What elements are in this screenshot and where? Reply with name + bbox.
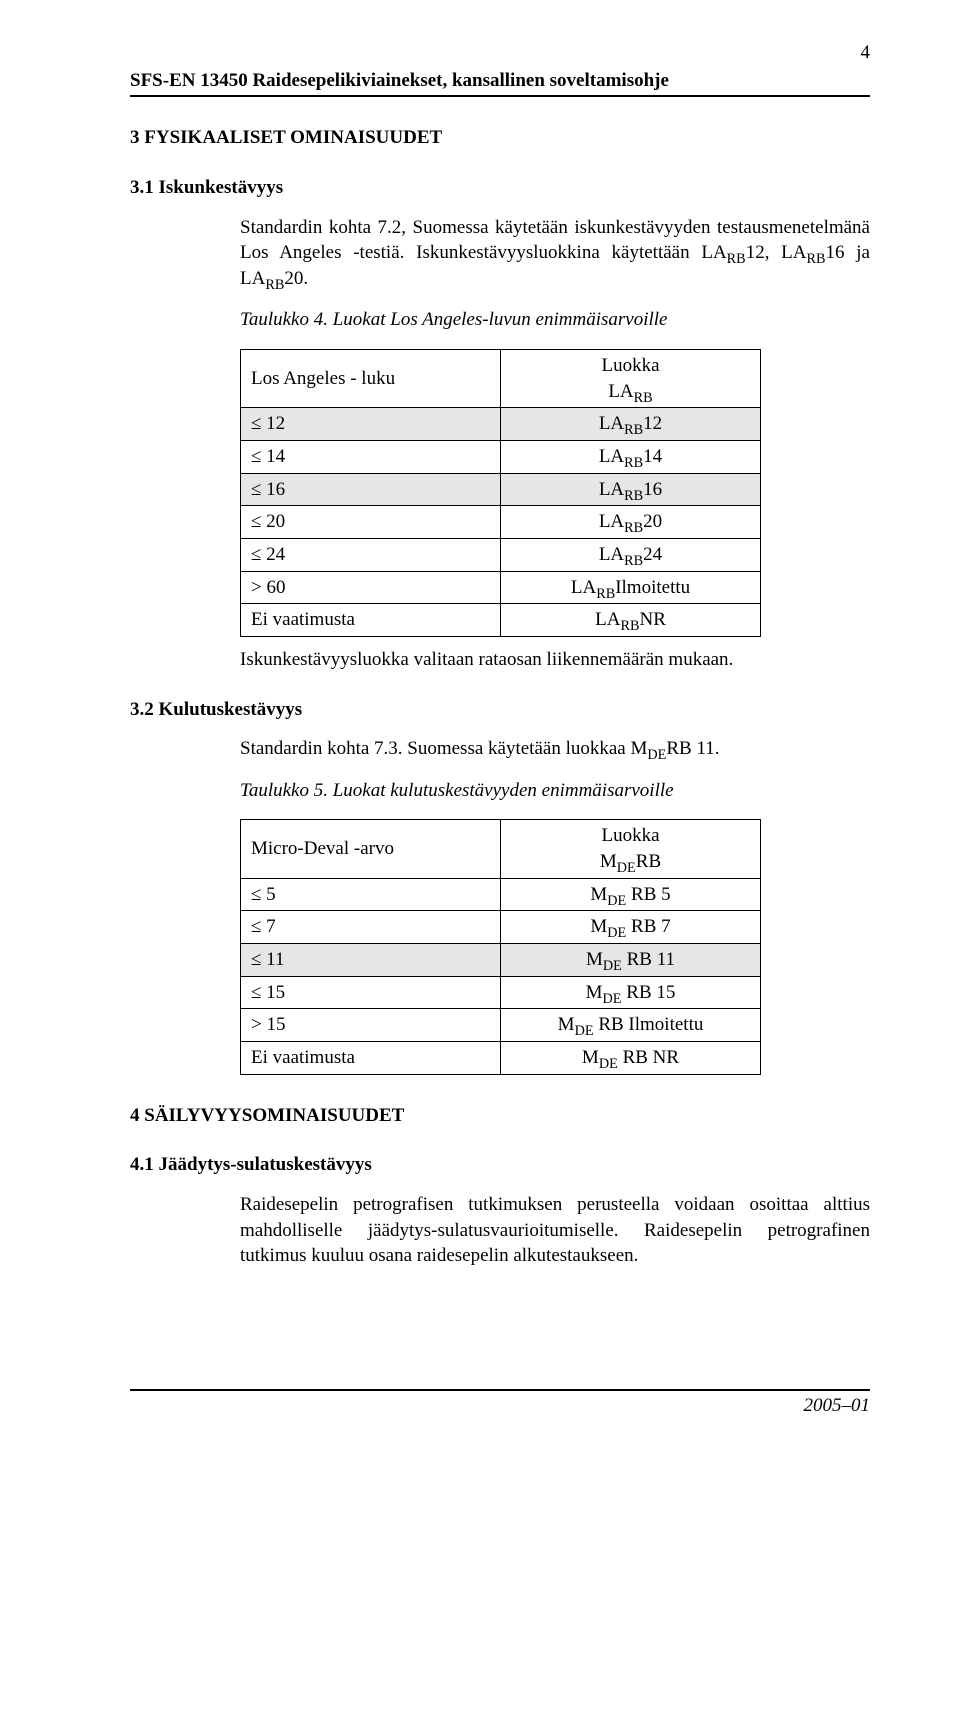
table-header-cell: Micro-Deval -arvo bbox=[241, 820, 501, 878]
table-4-caption: Taulukko 4. Luokat Los Angeles-luvun eni… bbox=[240, 307, 870, 333]
table-cell: LARB12 bbox=[501, 408, 761, 441]
table-header-row: Micro-Deval -arvoLuokkaMDERB bbox=[241, 820, 761, 878]
table-row: ≤ 7MDE RB 7 bbox=[241, 911, 761, 944]
table-cell: ≤ 11 bbox=[241, 944, 501, 977]
table-row: Ei vaatimustaMDE RB NR bbox=[241, 1041, 761, 1074]
table-cell: ≤ 5 bbox=[241, 878, 501, 911]
table-cell: Ei vaatimusta bbox=[241, 604, 501, 637]
table-row: ≤ 11MDE RB 11 bbox=[241, 944, 761, 977]
section-3-2-body: Standardin kohta 7.3. Suomessa käytetään… bbox=[240, 736, 870, 1074]
table-header-row: Los Angeles - lukuLuokkaLARB bbox=[241, 350, 761, 408]
table-cell: LARBIlmoitettu bbox=[501, 571, 761, 604]
table-cell: LARB16 bbox=[501, 473, 761, 506]
table-cell: LARB20 bbox=[501, 506, 761, 539]
section-3-title: 3 FYSIKAALISET OMINAISUUDET bbox=[130, 125, 870, 151]
table-row: ≤ 16LARB16 bbox=[241, 473, 761, 506]
table-cell: ≤ 24 bbox=[241, 538, 501, 571]
section-4-title: 4 SÄILYVYYSOMINAISUUDET bbox=[130, 1103, 870, 1129]
page: 4 SFS-EN 13450 Raidesepelikiviainekset, … bbox=[0, 0, 960, 1458]
table-cell: > 60 bbox=[241, 571, 501, 604]
table-row: ≤ 20LARB20 bbox=[241, 506, 761, 539]
table-cell: ≤ 14 bbox=[241, 441, 501, 474]
section-3-1-body: Standardin kohta 7.2, Suomessa käytetään… bbox=[240, 215, 870, 673]
running-header: SFS-EN 13450 Raidesepelikiviainekset, ka… bbox=[130, 68, 870, 98]
table-cell: ≤ 20 bbox=[241, 506, 501, 539]
section-4-1-p1: Raidesepelin petrografisen tutkimuksen p… bbox=[240, 1192, 870, 1269]
table-header-cell: LuokkaMDERB bbox=[501, 820, 761, 878]
table-cell: ≤ 16 bbox=[241, 473, 501, 506]
table-header-cell: LuokkaLARB bbox=[501, 350, 761, 408]
table-row: Ei vaatimustaLARBNR bbox=[241, 604, 761, 637]
section-4-1-body: Raidesepelin petrografisen tutkimuksen p… bbox=[240, 1192, 870, 1269]
table-cell: MDE RB 15 bbox=[501, 976, 761, 1009]
table-row: ≤ 14LARB14 bbox=[241, 441, 761, 474]
section-3-1-p2: Iskunkestävyysluokka valitaan rataosan l… bbox=[240, 647, 870, 673]
table-5: Micro-Deval -arvoLuokkaMDERB≤ 5MDE RB 5≤… bbox=[240, 819, 761, 1074]
section-3-2-title: 3.2 Kulutuskestävyys bbox=[130, 697, 870, 723]
table-cell: Ei vaatimusta bbox=[241, 1041, 501, 1074]
page-number: 4 bbox=[130, 40, 870, 66]
table-5-caption: Taulukko 5. Luokat kulutuskestävyyden en… bbox=[240, 778, 870, 804]
table-cell: ≤ 7 bbox=[241, 911, 501, 944]
table-row: > 15MDE RB Ilmoitettu bbox=[241, 1009, 761, 1042]
table-cell: ≤ 15 bbox=[241, 976, 501, 1009]
table-cell: LARB14 bbox=[501, 441, 761, 474]
footer: 2005–01 bbox=[130, 1389, 870, 1419]
table-cell: MDE RB NR bbox=[501, 1041, 761, 1074]
table-row: ≤ 24LARB24 bbox=[241, 538, 761, 571]
table-row: ≤ 15MDE RB 15 bbox=[241, 976, 761, 1009]
table-cell: MDE RB 5 bbox=[501, 878, 761, 911]
table-cell: > 15 bbox=[241, 1009, 501, 1042]
section-3-1-p1: Standardin kohta 7.2, Suomessa käytetään… bbox=[240, 215, 870, 292]
table-cell: MDE RB 11 bbox=[501, 944, 761, 977]
section-3-1-title: 3.1 Iskunkestävyys bbox=[130, 175, 870, 201]
table-cell: ≤ 12 bbox=[241, 408, 501, 441]
table-row: > 60LARBIlmoitettu bbox=[241, 571, 761, 604]
table-4: Los Angeles - lukuLuokkaLARB≤ 12LARB12≤ … bbox=[240, 349, 761, 637]
table-cell: MDE RB 7 bbox=[501, 911, 761, 944]
table-header-cell: Los Angeles - luku bbox=[241, 350, 501, 408]
table-cell: LARBNR bbox=[501, 604, 761, 637]
table-row: ≤ 12LARB12 bbox=[241, 408, 761, 441]
section-4-1-title: 4.1 Jäädytys-sulatuskestävyys bbox=[130, 1152, 870, 1178]
section-3-2-p1: Standardin kohta 7.3. Suomessa käytetään… bbox=[240, 736, 870, 762]
table-cell: LARB24 bbox=[501, 538, 761, 571]
table-row: ≤ 5MDE RB 5 bbox=[241, 878, 761, 911]
table-cell: MDE RB Ilmoitettu bbox=[501, 1009, 761, 1042]
